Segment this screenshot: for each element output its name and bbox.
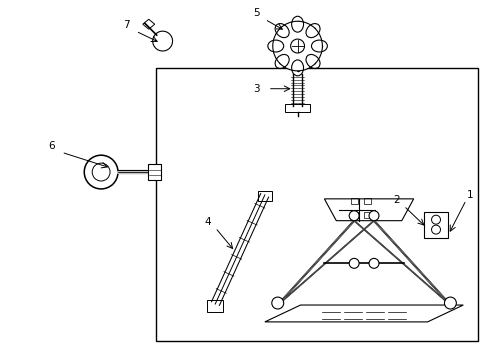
- Circle shape: [444, 297, 456, 309]
- Circle shape: [273, 21, 322, 71]
- Text: 2: 2: [393, 195, 400, 205]
- Text: 3: 3: [254, 84, 260, 94]
- Text: 5: 5: [254, 8, 260, 18]
- Circle shape: [369, 211, 379, 221]
- Circle shape: [92, 163, 110, 181]
- Circle shape: [153, 31, 172, 51]
- Bar: [351, 212, 358, 218]
- Circle shape: [349, 211, 359, 221]
- Bar: [351, 198, 358, 204]
- Circle shape: [272, 297, 284, 309]
- Text: 6: 6: [48, 141, 55, 151]
- Circle shape: [432, 215, 441, 224]
- Bar: [258, 191, 272, 201]
- Text: 1: 1: [467, 190, 473, 200]
- Bar: [156, 68, 478, 341]
- Circle shape: [432, 225, 441, 234]
- Bar: [148, 164, 161, 180]
- Bar: [364, 198, 371, 204]
- Text: 4: 4: [204, 217, 211, 227]
- Bar: [364, 212, 371, 218]
- Circle shape: [84, 155, 118, 189]
- Circle shape: [349, 258, 359, 268]
- Circle shape: [291, 39, 305, 53]
- Bar: [285, 104, 311, 112]
- Text: 7: 7: [122, 20, 129, 30]
- Bar: [207, 300, 223, 312]
- Circle shape: [369, 258, 379, 268]
